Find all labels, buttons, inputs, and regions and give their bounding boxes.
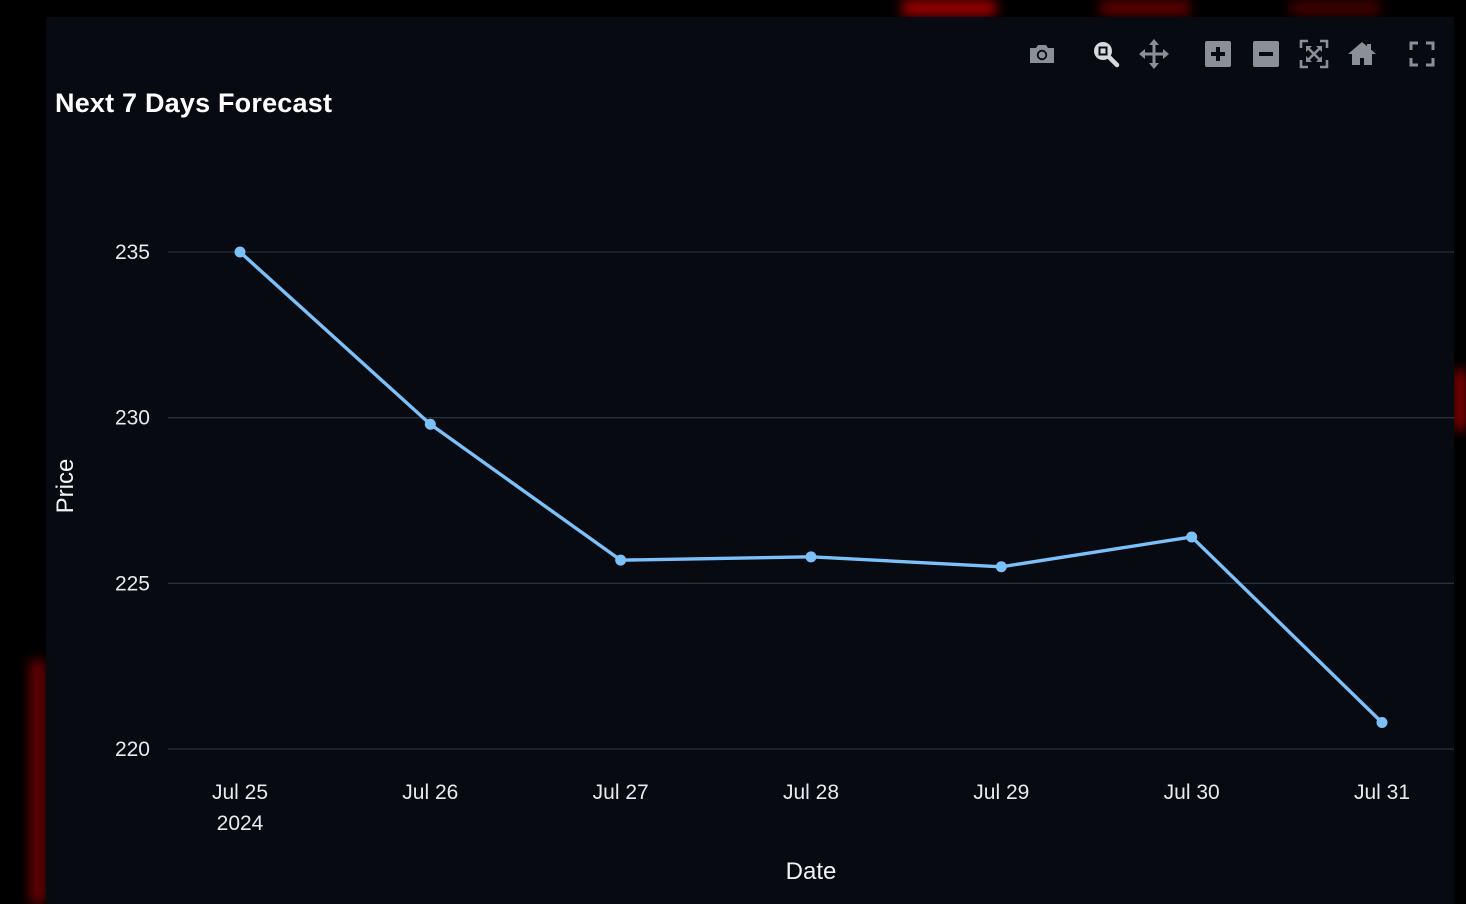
chart-title: Next 7 Days Forecast: [55, 88, 333, 118]
chart-panel: [46, 17, 1454, 904]
autoscale-icon[interactable]: [1296, 36, 1332, 72]
x-tick-label: Jul 31: [1354, 781, 1410, 804]
y-axis-title: Price: [52, 459, 79, 514]
x-axis-title: Date: [786, 858, 837, 885]
modebar: [1024, 36, 1444, 72]
background-glow: [1100, 0, 1190, 16]
x-tick-label: Jul 25: [212, 781, 268, 804]
camera-icon[interactable]: [1024, 36, 1060, 72]
background-glow: [30, 660, 46, 904]
home-icon[interactable]: [1344, 36, 1380, 72]
data-point: [1376, 716, 1388, 728]
data-point: [234, 246, 246, 258]
x-tick-label: Jul 30: [1164, 781, 1220, 804]
pan-icon[interactable]: [1136, 36, 1172, 72]
data-point: [1186, 531, 1198, 543]
x-tick-label: Jul 27: [593, 781, 649, 804]
data-point: [805, 551, 817, 563]
fullscreen-icon[interactable]: [1404, 36, 1440, 72]
series-line: [238, 250, 1384, 724]
x-tick-label: Jul 29: [973, 781, 1029, 804]
y-tick-label: 225: [115, 572, 150, 595]
y-tick-label: 235: [115, 241, 150, 264]
data-point: [615, 554, 627, 566]
zoom-icon[interactable]: [1087, 36, 1123, 72]
x-tick-label: Jul 28: [783, 781, 839, 804]
zoom-out-icon[interactable]: [1248, 36, 1284, 72]
zoom-in-icon[interactable]: [1200, 36, 1236, 72]
background-glow: [1290, 0, 1380, 16]
background-glow: [902, 0, 996, 16]
data-point: [995, 561, 1007, 573]
y-tick-label: 220: [115, 738, 150, 761]
data-point: [424, 418, 436, 430]
background-glow: [1455, 370, 1466, 430]
y-tick-label: 230: [115, 407, 150, 430]
x-tick-year-label: 2024: [217, 812, 264, 835]
x-tick-label: Jul 26: [402, 781, 458, 804]
